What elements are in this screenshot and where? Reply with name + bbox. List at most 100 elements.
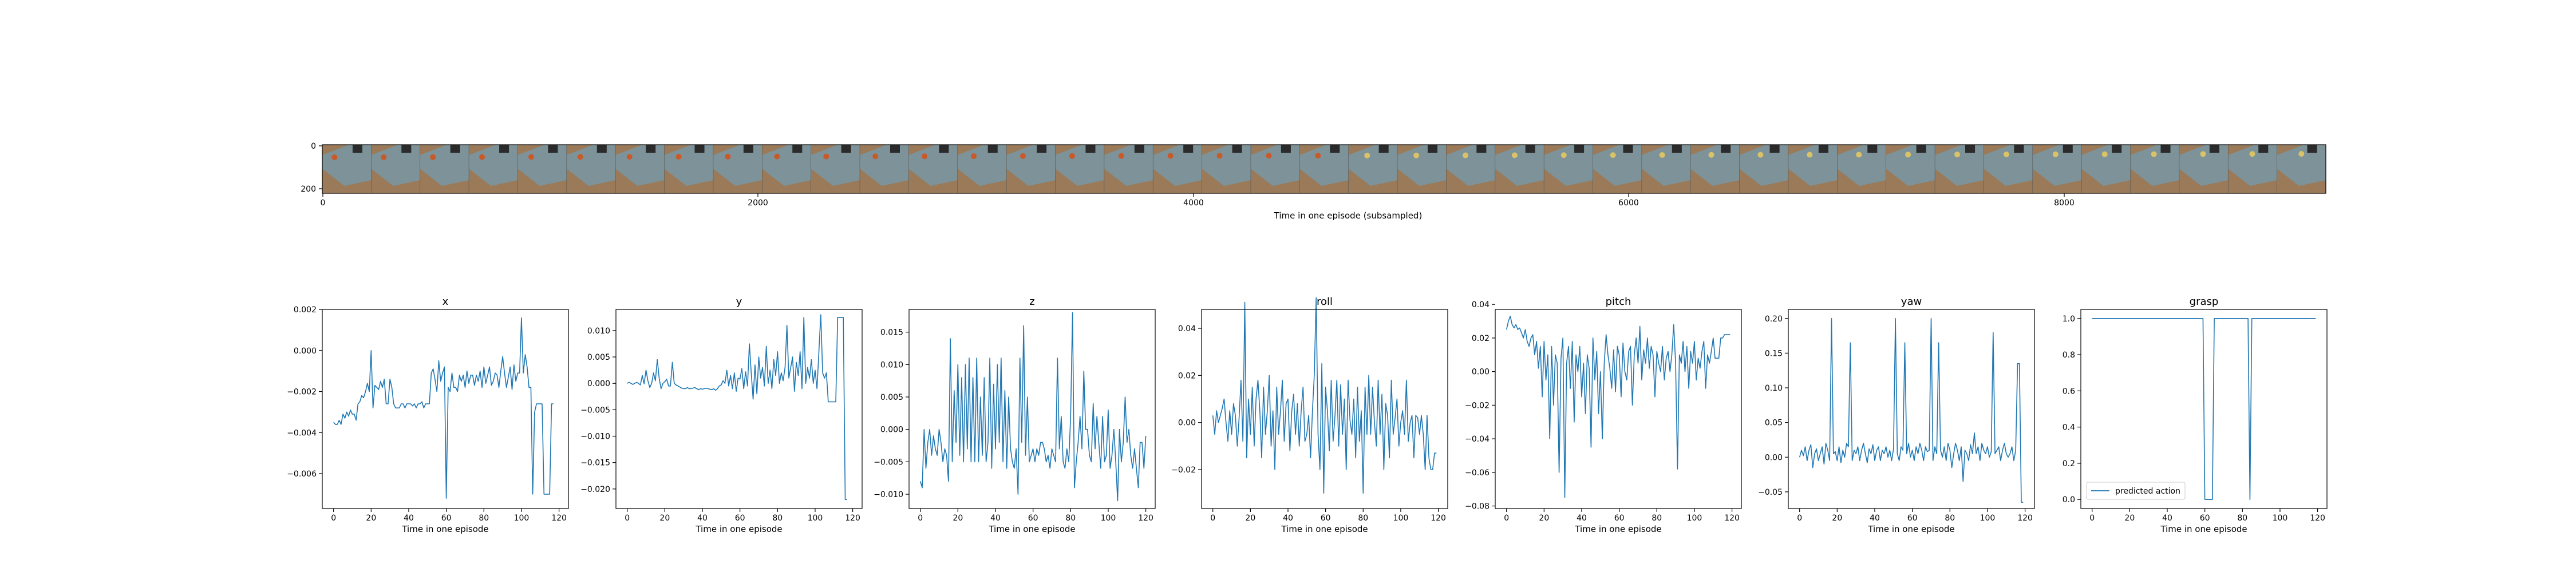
frame-object bbox=[2101, 151, 2108, 157]
frame-object bbox=[2298, 151, 2305, 157]
x-tick-label: 60 bbox=[1614, 514, 1625, 523]
x-tick-label: 40 bbox=[1577, 514, 1587, 523]
filmstrip-frame bbox=[1984, 145, 2033, 193]
frame-object bbox=[1856, 152, 1862, 158]
frame-robot bbox=[1427, 145, 1438, 153]
chart-title: yaw bbox=[1901, 296, 1922, 308]
x-axis-label: Time in one episode bbox=[1574, 524, 1661, 534]
filmstrip-ytick-label: 200 bbox=[301, 185, 316, 194]
plot-frame bbox=[1201, 309, 1448, 509]
frame-robot bbox=[646, 145, 656, 153]
frame-table bbox=[2032, 145, 2082, 186]
x-tick-label: 120 bbox=[1724, 514, 1740, 523]
frame-robot bbox=[939, 145, 949, 153]
frame-robot bbox=[1672, 145, 1682, 153]
filmstrip-frame bbox=[2032, 145, 2082, 193]
filmstrip-frame bbox=[1641, 145, 1691, 193]
frame-table bbox=[1641, 145, 1691, 186]
chart-title: roll bbox=[1317, 296, 1333, 308]
frame-table bbox=[860, 145, 909, 186]
frame-object bbox=[430, 154, 436, 160]
frame-robot bbox=[2063, 145, 2073, 153]
y-tick-label: −0.005 bbox=[580, 406, 610, 415]
x-axis-label: Time in one episode bbox=[2160, 524, 2247, 534]
x-tick-label: 60 bbox=[735, 514, 745, 523]
y-tick-label: 0.05 bbox=[1765, 419, 1783, 428]
frame-robot bbox=[1769, 145, 1780, 153]
frame-object bbox=[2249, 151, 2255, 157]
x-tick-label: 0 bbox=[1210, 514, 1215, 523]
x-tick-label: 0 bbox=[918, 514, 923, 523]
filmstrip-frame bbox=[1886, 145, 1935, 193]
filmstrip-frame bbox=[1397, 145, 1447, 193]
y-tick-label: 0.02 bbox=[1472, 334, 1490, 343]
frame-table bbox=[1593, 145, 1642, 186]
y-tick-label: 0.00 bbox=[1472, 368, 1490, 377]
frame-table bbox=[1397, 145, 1447, 186]
x-tick-label: 0 bbox=[331, 514, 336, 523]
frame-object bbox=[2052, 151, 2059, 157]
filmstrip-frame bbox=[1250, 145, 1300, 193]
x-tick-label: 20 bbox=[2124, 514, 2135, 523]
x-tick-label: 20 bbox=[1245, 514, 1255, 523]
frame-table bbox=[1935, 145, 1984, 186]
y-tick-label: −0.08 bbox=[1465, 502, 1490, 511]
x-tick-label: 100 bbox=[808, 514, 823, 523]
y-tick-label: 0.0 bbox=[2063, 495, 2075, 505]
frame-robot bbox=[499, 145, 509, 153]
filmstrip-frame bbox=[957, 145, 1007, 193]
frame-table bbox=[2228, 145, 2277, 186]
y-tick-label: 0.4 bbox=[2063, 423, 2075, 432]
filmstrip-frame bbox=[1593, 145, 1642, 193]
filmstrip-border bbox=[322, 144, 2326, 194]
filmstrip-ytick-label: 0 bbox=[311, 142, 316, 151]
plot-frame bbox=[322, 309, 569, 509]
frame-robot bbox=[1378, 145, 1389, 153]
frame-table bbox=[713, 145, 762, 186]
frame-table bbox=[762, 145, 811, 186]
frame-object bbox=[577, 154, 583, 160]
filmstrip-frame bbox=[2227, 145, 2278, 193]
filmstrip-frame bbox=[811, 145, 860, 193]
frame-robot bbox=[1525, 145, 1535, 153]
chart-x: x 0 20 40 60 80 100 120 0.002 0.000 −0.002 −0.004 −0… bbox=[287, 296, 569, 534]
chart-y: y 0 20 40 60 80 100 120 0.010 0.005 0.000 −0.005 −0.… bbox=[580, 296, 863, 534]
frame-object bbox=[1266, 153, 1272, 159]
series-line bbox=[1506, 315, 1730, 498]
action-charts: x0 20 40 60 80 100 1200.0020.000−0.002−0.004−0… bbox=[287, 296, 2328, 534]
frame-robot bbox=[401, 145, 412, 153]
x-tick-label: 40 bbox=[990, 514, 1001, 523]
chart-title: z bbox=[1029, 296, 1034, 308]
x-axis-label: Time in one episode bbox=[1281, 524, 1368, 534]
frame-object bbox=[774, 153, 780, 160]
filmstrip-frame bbox=[761, 145, 812, 193]
filmstrip-frame bbox=[420, 145, 469, 193]
filmstrip-frame bbox=[566, 145, 616, 193]
x-tick-label: 40 bbox=[404, 514, 414, 523]
frame-table bbox=[1153, 145, 1202, 186]
y-tick-label: −0.06 bbox=[1465, 468, 1490, 478]
frame-robot bbox=[2014, 145, 2024, 153]
x-tick-label: 120 bbox=[551, 514, 567, 523]
x-tick-label: 100 bbox=[1687, 514, 1702, 523]
frame-robot bbox=[450, 145, 460, 153]
frame-table bbox=[1202, 145, 1251, 186]
frame-table bbox=[1299, 145, 1349, 186]
y-tick-label: 0.00 bbox=[1178, 419, 1196, 428]
filmstrip-frame bbox=[2081, 145, 2131, 193]
x-tick-label: 120 bbox=[2310, 514, 2325, 523]
y-tick-label: 0.010 bbox=[587, 327, 610, 336]
frame-table bbox=[1250, 145, 1300, 186]
filmstrip-frame bbox=[1495, 145, 1544, 193]
frame-object bbox=[1610, 152, 1616, 158]
x-tick-label: 80 bbox=[1358, 514, 1368, 523]
frame-object bbox=[872, 153, 879, 160]
frame-robot bbox=[987, 145, 998, 153]
filmstrip-frame bbox=[1152, 145, 1203, 193]
plot-frame bbox=[615, 309, 863, 509]
frame-table bbox=[1446, 145, 1495, 186]
frame-object bbox=[331, 154, 338, 160]
x-tick-label: 80 bbox=[772, 514, 783, 523]
plot-frame bbox=[1788, 309, 2035, 509]
